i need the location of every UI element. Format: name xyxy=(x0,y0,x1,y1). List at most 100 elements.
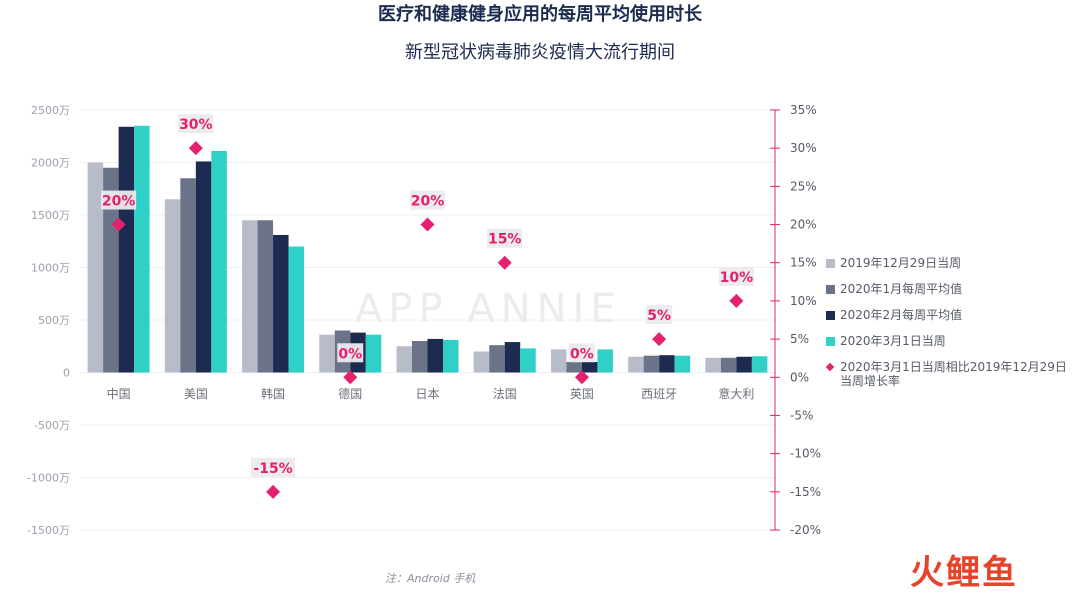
legend-item: 2020年2月每周平均值 xyxy=(826,308,1076,334)
bar xyxy=(720,357,737,373)
growth-label: 20% xyxy=(102,194,136,210)
x-category-label: 美国 xyxy=(184,387,208,401)
legend-label: 2019年12月29日当周 xyxy=(840,256,962,270)
legend-label: 2020年2月每周平均值 xyxy=(840,308,963,322)
y-right-tick-label: 30% xyxy=(790,141,817,155)
footnote: 注：Android 手机 xyxy=(385,572,476,585)
bar xyxy=(736,356,752,373)
x-category-label: 德国 xyxy=(338,386,362,401)
legend-item: 2020年3月1日当周 xyxy=(826,334,1076,360)
bar xyxy=(566,362,582,373)
growth-point xyxy=(420,217,435,232)
legend-item: 2019年12月29日当周 xyxy=(826,256,1076,282)
growth-label-bg xyxy=(646,305,673,325)
growth-label-bg xyxy=(251,457,296,477)
bar xyxy=(443,339,459,373)
bar xyxy=(520,348,536,373)
growth-points-layer: 20% 30% -15% 0% 20% 15% 0% 5% 10% xyxy=(101,114,754,499)
legend-diamond xyxy=(825,362,835,372)
bar xyxy=(396,346,412,373)
bar xyxy=(273,234,289,373)
y-right-tick-label: 5% xyxy=(790,332,809,346)
growth-label: -15% xyxy=(253,461,292,477)
growth-label: 10% xyxy=(720,270,754,286)
y-right-tick-label: -20% xyxy=(790,523,821,537)
x-category-label: 韩国 xyxy=(261,386,285,401)
bar xyxy=(550,349,567,373)
brand-logo: 火鲤鱼 xyxy=(910,553,1018,593)
y-right-tick-label: 25% xyxy=(790,179,817,193)
growth-label-bg xyxy=(718,266,754,286)
growth-label: 20% xyxy=(411,194,445,210)
y-right-tick-label: -10% xyxy=(790,447,821,461)
growth-label-bg xyxy=(568,343,595,363)
bar xyxy=(427,338,443,373)
legend-label: 2020年3月1日当周 xyxy=(840,334,946,348)
bar xyxy=(319,334,335,373)
bar xyxy=(581,362,598,373)
growth-point xyxy=(343,370,358,385)
bar xyxy=(489,345,505,373)
growth-point xyxy=(266,484,281,499)
y-left-tick-label: 2000万 xyxy=(31,157,70,170)
legend-swatch xyxy=(826,259,835,268)
growth-label-bg xyxy=(101,190,137,210)
chart-title: 医疗和健康健身应用的每周平均使用时长 xyxy=(378,4,702,25)
watermark-text: APP ANNIE xyxy=(355,286,622,332)
x-category-label: 法国 xyxy=(493,387,517,401)
y-left-tick-label: -1000万 xyxy=(27,472,70,485)
bar xyxy=(597,349,613,373)
y-left-tick-label: -1500万 xyxy=(27,524,70,537)
growth-label: 5% xyxy=(647,308,671,324)
y-left-tick-label: 0 xyxy=(63,367,70,380)
y-left-tick-label: 1500万 xyxy=(31,209,70,222)
bar xyxy=(211,150,227,373)
x-category-label: 英国 xyxy=(570,387,594,401)
legend-label: 2020年3月1日当周相比2019年12月29日当周增长率 xyxy=(840,360,1067,388)
bar xyxy=(365,334,382,373)
growth-label: 15% xyxy=(488,232,522,248)
x-category-label: 西班牙 xyxy=(641,387,677,401)
legend-item: 2020年1月每周平均值 xyxy=(826,282,1076,308)
bar xyxy=(164,199,181,373)
legend-item: 2020年3月1日当周相比2019年12月29日当周增长率 xyxy=(825,360,1076,388)
y-right-tick-label: 15% xyxy=(790,256,817,270)
bar xyxy=(257,220,274,373)
chart-subtitle: 新型冠状病毒肺炎疫情大流行期间 xyxy=(405,42,675,63)
bar xyxy=(288,246,305,373)
x-category-label: 中国 xyxy=(107,386,131,401)
y-right-tick-label: 35% xyxy=(790,103,817,117)
bar xyxy=(751,356,768,373)
bar xyxy=(659,355,675,373)
bar xyxy=(504,342,521,373)
x-category-label: 日本 xyxy=(415,387,439,401)
y-left-tick-label: 1000万 xyxy=(31,262,70,275)
growth-point xyxy=(111,217,126,232)
bar xyxy=(195,161,212,373)
growth-label-bg xyxy=(178,114,214,134)
legend-swatch xyxy=(826,285,835,294)
bar xyxy=(412,341,428,373)
y-right-tick-label: 20% xyxy=(790,218,817,232)
y-right-tick-label: 0% xyxy=(790,370,809,384)
bar xyxy=(628,356,644,373)
bar xyxy=(473,351,490,373)
legend-swatch xyxy=(826,337,835,346)
bar xyxy=(242,220,258,373)
growth-point xyxy=(729,293,744,308)
growth-label-bg xyxy=(337,343,364,363)
growth-point xyxy=(652,332,667,347)
axis-layer: 2500万 2000万 1500万 1000万 500万 0 -500万 -1000万 -150… xyxy=(27,103,821,537)
y-right-tick-label: -5% xyxy=(790,408,813,422)
bar xyxy=(87,162,104,373)
bar xyxy=(674,355,691,373)
bar xyxy=(705,357,721,373)
bar xyxy=(180,178,196,373)
y-left-tick-label: -500万 xyxy=(34,419,70,432)
bar xyxy=(103,167,119,373)
y-right-tick-label: 10% xyxy=(790,294,817,308)
growth-label: 30% xyxy=(179,117,213,133)
growth-label-bg xyxy=(410,190,445,210)
growth-point xyxy=(188,141,203,156)
